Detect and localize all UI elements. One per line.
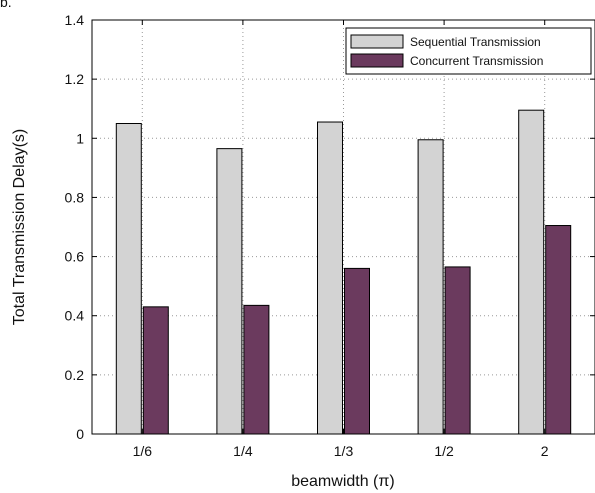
x-tick-label: 1/6 xyxy=(133,443,153,459)
x-axis-ticks: 1/6 1/4 1/3 1/2 2 xyxy=(133,20,549,459)
y-tick-label: 0.4 xyxy=(65,308,85,324)
bar-concurrent xyxy=(444,266,471,435)
bar-sequential xyxy=(417,139,444,435)
x-tick-label: 1/2 xyxy=(434,443,454,459)
bar-concurrent xyxy=(243,304,270,435)
y-tick-label: 0.8 xyxy=(65,189,85,205)
y-tick-label: 0 xyxy=(76,426,84,442)
bar-sequential xyxy=(518,109,545,435)
bar-sequential xyxy=(317,121,343,435)
bar-concurrent xyxy=(344,267,370,435)
y-axis-title: Total Transmission Delay(s) xyxy=(11,129,28,326)
y-tick-label: 0.2 xyxy=(65,367,85,383)
legend-swatch-concurrent xyxy=(350,53,404,68)
legend: Sequential Transmission Concurrent Trans… xyxy=(345,27,592,75)
x-tick-label: 1/4 xyxy=(233,443,253,459)
x-tick-label: 2 xyxy=(541,443,549,459)
bar-concurrent xyxy=(545,225,572,435)
bar-sequential xyxy=(216,148,243,435)
y-axis-ticks: 0 0.2 0.4 0.6 0.8 1 1.2 1.4 xyxy=(65,12,595,442)
x-tick-label: 1/3 xyxy=(334,443,354,459)
bars xyxy=(115,109,572,435)
panel-label: b. xyxy=(0,0,12,10)
y-tick-label: 1 xyxy=(76,130,84,146)
legend-label-sequential: Sequential Transmission xyxy=(410,35,541,49)
bar-sequential xyxy=(115,123,142,435)
y-tick-label: 1.2 xyxy=(65,71,85,87)
grid-lines xyxy=(92,20,595,434)
legend-label-concurrent: Concurrent Transmission xyxy=(410,54,543,68)
y-tick-label: 1.4 xyxy=(65,12,85,28)
y-tick-label: 0.6 xyxy=(65,249,85,265)
x-axis-title: beamwidth (π) xyxy=(291,473,395,490)
bar-concurrent xyxy=(142,306,169,435)
legend-swatch-sequential xyxy=(350,34,404,49)
